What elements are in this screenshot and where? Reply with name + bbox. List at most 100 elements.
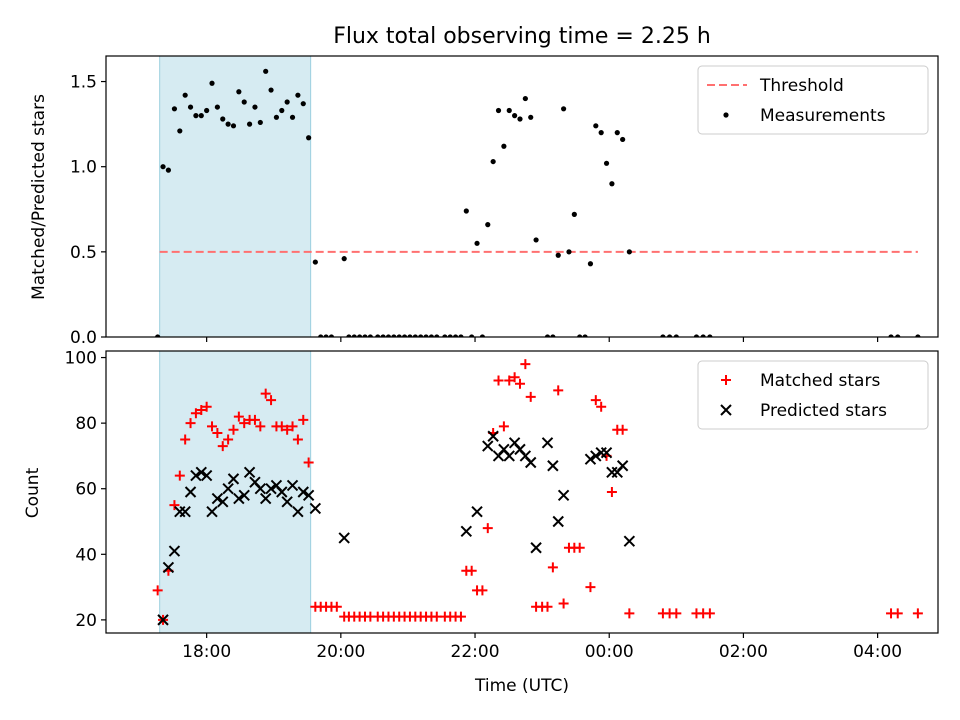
matched-stars-point <box>201 401 212 412</box>
measurements-point <box>246 121 253 127</box>
measurements-point <box>214 104 220 110</box>
matched-stars-point <box>266 395 277 406</box>
predicted-stars-point <box>503 450 515 462</box>
measurements-point <box>367 334 373 337</box>
predicted-stars-point <box>217 496 229 508</box>
predicted-stars-point <box>525 456 537 469</box>
bottom-y-tick-label: 40 <box>75 545 97 565</box>
measurements-point <box>187 104 194 110</box>
top-y-tick-label: 1.5 <box>70 73 97 93</box>
predicted-stars-point <box>243 466 256 479</box>
measurements-point <box>236 89 242 95</box>
measurements-point <box>609 181 615 187</box>
measurements-point <box>434 334 440 337</box>
predicted-stars-point <box>584 453 597 465</box>
measurements-point <box>257 119 263 126</box>
measurements-point <box>241 99 247 105</box>
matched-stars-point <box>223 434 234 445</box>
predicted-stars-point <box>600 446 613 459</box>
measurements-point <box>693 334 700 337</box>
matched-stars-point <box>892 608 903 619</box>
measurements-point <box>544 334 551 337</box>
predicted-stars-point <box>616 460 629 472</box>
matched-stars-point <box>504 375 515 386</box>
x-tick-label: 22:00 <box>451 642 500 662</box>
matched-stars-point <box>169 500 180 511</box>
measurements-point <box>328 334 335 337</box>
matched-stars-point <box>190 408 201 419</box>
predicted-stars-point <box>254 483 267 495</box>
measurements-point <box>351 334 357 337</box>
measurements-point <box>598 130 604 136</box>
measurements-point <box>306 135 312 141</box>
matched-stars-point <box>547 562 558 573</box>
bottom-y-tick-label: 20 <box>75 611 97 631</box>
predicted-stars-point <box>162 561 175 574</box>
predicted-stars-point <box>302 489 315 501</box>
measurements-point <box>555 252 561 258</box>
top-y-tick-label: 1.0 <box>70 158 97 178</box>
matched-stars-point <box>585 582 596 593</box>
predicted-stars-point <box>238 489 250 501</box>
top-y-tick-label: 0.0 <box>70 328 97 348</box>
x-tick-label: 18:00 <box>182 642 231 662</box>
bottom-axes-frame <box>105 350 939 634</box>
matched-stars-point <box>671 608 682 619</box>
legend-predicted-swatch <box>720 404 732 416</box>
predicted-stars-point <box>190 469 202 482</box>
predicted-stars-point <box>460 525 473 538</box>
measurements-point <box>582 334 588 337</box>
matched-stars-point <box>514 378 525 389</box>
matched-stars-point <box>553 385 564 396</box>
matched-stars-point <box>542 601 553 612</box>
predicted-stars-point <box>168 545 181 557</box>
measurements-point <box>182 92 188 98</box>
predicted-stars-point <box>292 505 304 518</box>
measurements-point <box>362 334 368 337</box>
measurements-point <box>357 334 363 337</box>
legend-label: Measurements <box>760 106 886 126</box>
measurements-point <box>452 334 459 337</box>
measurements-point <box>220 116 226 122</box>
matched-stars-point <box>617 424 628 435</box>
matched-stars-point <box>298 414 309 425</box>
matched-stars-point <box>498 421 509 432</box>
bottom-y-axis-label: Count <box>23 467 43 518</box>
predicted-stars-point <box>552 515 564 528</box>
measurements-point <box>165 167 171 173</box>
measurements-point <box>915 334 921 337</box>
measurements-point <box>522 95 528 102</box>
measurements-point <box>155 334 161 337</box>
x-tick-label: 00:00 <box>585 642 634 662</box>
measurements-point <box>490 158 496 165</box>
top-axes-frame <box>105 55 939 338</box>
x-tick-label: 02:00 <box>719 642 768 662</box>
predicted-stars-point <box>482 440 494 452</box>
legend-matched-swatch <box>721 375 731 385</box>
measurements-point <box>204 107 210 114</box>
measurements-point <box>463 208 469 214</box>
measurements-point <box>391 334 397 337</box>
top-data-marks <box>155 68 921 337</box>
bottom-observing-span <box>159 350 312 634</box>
measurements-point <box>442 334 448 337</box>
measurements-point <box>888 334 894 337</box>
measurements-point <box>312 259 318 265</box>
matched-stars-point <box>249 414 260 425</box>
matched-stars-point <box>590 395 601 406</box>
measurements-point <box>895 334 901 337</box>
top-panel: 0.0 0.5 1.0 1.5 Threshold Measurements <box>70 55 939 348</box>
matched-stars-point <box>482 523 493 534</box>
predicted-stars-point <box>297 486 309 498</box>
matched-stars-point <box>207 421 218 432</box>
matched-stars-point <box>558 598 569 609</box>
measurements-point <box>273 114 280 120</box>
measurements-point <box>209 80 215 86</box>
measurements-point <box>323 334 329 337</box>
predicted-stars-point <box>179 505 191 518</box>
legend-measurements-swatch <box>723 112 729 118</box>
measurements-point <box>263 68 269 74</box>
matched-stars-point <box>912 608 923 619</box>
measurements-point <box>561 106 567 112</box>
